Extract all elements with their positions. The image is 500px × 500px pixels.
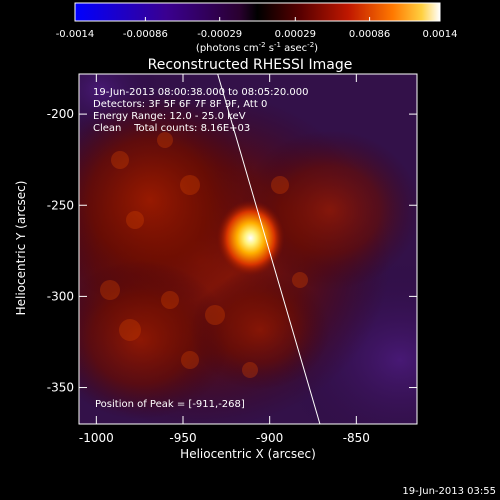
peak-source (216, 200, 285, 277)
colorbar-tick-labels: -0.0014 -0.00086 -0.00029 0.00029 0.00086 0.0… (56, 29, 458, 40)
x-tick-label: -1000 (79, 431, 114, 445)
x-axis-label: Heliocentric X (arcsec) (180, 447, 316, 461)
x-tick-label: -900 (256, 431, 283, 445)
colorbar-tick-label: 0.00086 (349, 29, 390, 40)
annotation-clean-counts: Clean Total counts: 8.16E+03 (93, 123, 250, 134)
footer-timestamp: 19-Jun-2013 03:55 (402, 486, 496, 497)
annotation-time-range: 19-Jun-2013 08:00:38.000 to 08:05:20.000 (93, 87, 309, 98)
plot-frame (78, 73, 418, 425)
annotation-detectors: Detectors: 3F 5F 6F 7F 8F 9F, Att 0 (93, 99, 267, 110)
colorbar-tick-label: 0.00029 (275, 29, 316, 40)
y-tick-label: -300 (47, 289, 74, 303)
peak-position-label: Position of Peak = [-911,-268] (95, 399, 245, 410)
y-tick-label: -250 (47, 198, 74, 212)
colorbar-tick-label: -0.00029 (197, 29, 242, 40)
y-tick-label: -200 (47, 107, 74, 121)
colorbar-tick-label: -0.00086 (123, 29, 168, 40)
colorbar-tick-label: 0.0014 (423, 29, 458, 40)
colorbar (74, 2, 441, 22)
heatmap-image (79, 74, 417, 424)
chart-title: Reconstructed RHESSI Image (148, 57, 353, 73)
y-axis-label: Heliocentric Y (arcsec) (14, 181, 28, 316)
x-tick-label: -950 (169, 431, 196, 445)
solar-limb-line (217, 74, 321, 424)
colorbar-unit-label: (photons cm-2 s-1 asec-2) (196, 41, 318, 54)
y-tick-label: -350 (47, 381, 74, 395)
colorbar-tick-label: -0.0014 (56, 29, 95, 40)
colorbar-tick-marks (74, 17, 441, 21)
x-tick-label: -850 (343, 431, 370, 445)
x-axis-ticks: -1000 -950 -900 -850 (79, 74, 370, 445)
y-axis-ticks: -200 -250 -300 -350 (47, 107, 417, 395)
annotation-energy-range: Energy Range: 12.0 - 25.0 keV (93, 111, 246, 122)
